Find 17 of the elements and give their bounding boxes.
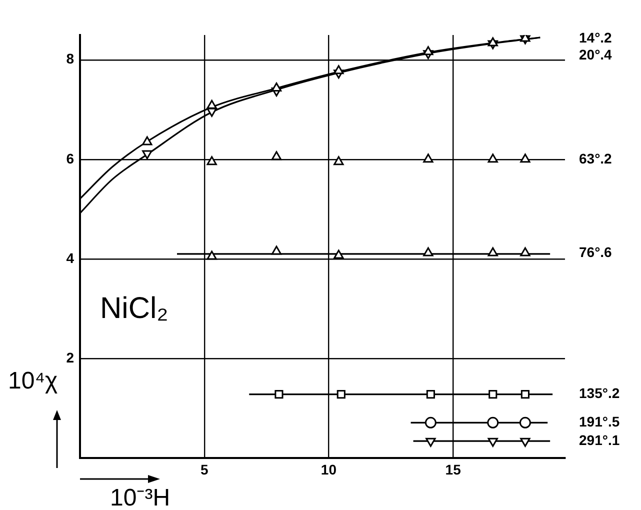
- text: 135°.2: [579, 385, 620, 402]
- y-tick-label: 2: [66, 349, 74, 366]
- x-tick-label: 10: [320, 461, 337, 478]
- y-tick-label: 6: [66, 150, 74, 166]
- text: 20°.4: [579, 46, 612, 62]
- text: 191°.5: [579, 414, 620, 430]
- text: 76°.6: [579, 244, 612, 260]
- x-axis-title: 10⁻³H: [110, 484, 170, 510]
- text: 63°.2: [579, 150, 612, 166]
- text: 291°.1: [579, 432, 620, 448]
- y-tick-label: 8: [66, 50, 74, 67]
- x-tick-label: 15: [445, 461, 462, 478]
- x-tick-label: 5: [200, 461, 208, 478]
- y-axis-title: 10⁴χ: [8, 368, 58, 395]
- annotation: NiCl₂: [100, 292, 168, 326]
- y-tick-label: 4: [66, 250, 74, 266]
- text: 14°.2: [579, 29, 612, 46]
